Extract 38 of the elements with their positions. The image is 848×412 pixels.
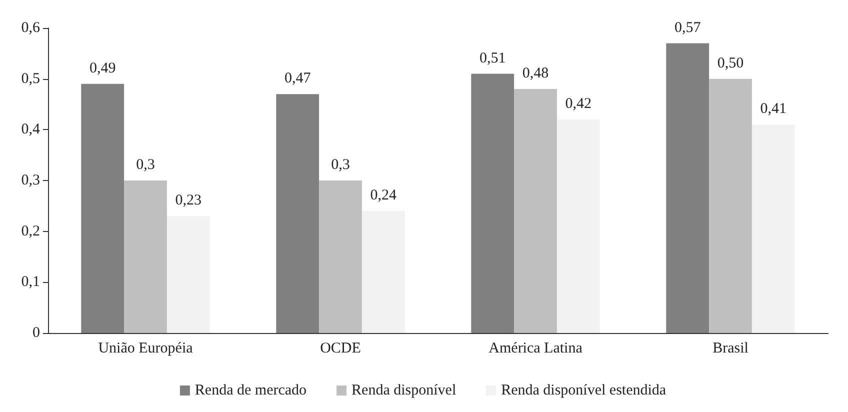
bar — [556, 120, 600, 333]
x-tick-label: Brasil — [712, 340, 748, 356]
bar — [81, 84, 124, 333]
bar — [276, 94, 320, 333]
bar — [166, 216, 210, 333]
data-label: 0,48 — [522, 66, 549, 82]
data-label: 0,51 — [479, 50, 506, 66]
data-label: 0,49 — [89, 60, 116, 76]
legend-label: Renda disponível — [352, 382, 456, 398]
y-tick-label: 0,2 — [21, 223, 40, 240]
y-tick-label: 0,4 — [21, 122, 40, 138]
y-tick-label: 0,3 — [21, 172, 40, 188]
data-label: 0,41 — [760, 101, 787, 118]
legend-label: Renda disponível estendida — [501, 382, 666, 398]
data-label: 0,57 — [674, 20, 702, 36]
bar — [666, 43, 710, 333]
bar — [514, 89, 557, 333]
y-tick-label: 0,5 — [21, 70, 40, 87]
data-label: 0,23 — [175, 192, 202, 209]
data-label: 0,42 — [565, 96, 592, 112]
y-tick-label: 0 — [32, 325, 40, 341]
data-label: 0,47 — [284, 70, 312, 87]
bar — [752, 124, 795, 333]
x-tick-label: União Européia — [98, 340, 194, 356]
bar — [124, 180, 167, 333]
bar — [471, 74, 514, 333]
x-tick-label: América Latina — [488, 340, 583, 356]
bar — [362, 211, 405, 333]
y-tick-label: 0,1 — [21, 274, 40, 290]
legend-label: Renda de mercado — [194, 382, 307, 398]
y-tick-label: 0,6 — [21, 20, 40, 36]
bar — [709, 78, 752, 333]
x-tick-label: OCDE — [320, 340, 361, 356]
data-label: 0,3 — [331, 157, 350, 173]
data-label: 0,3 — [136, 157, 155, 173]
bar — [319, 180, 362, 333]
data-label: 0,50 — [717, 55, 744, 72]
data-label: 0,24 — [370, 188, 398, 204]
